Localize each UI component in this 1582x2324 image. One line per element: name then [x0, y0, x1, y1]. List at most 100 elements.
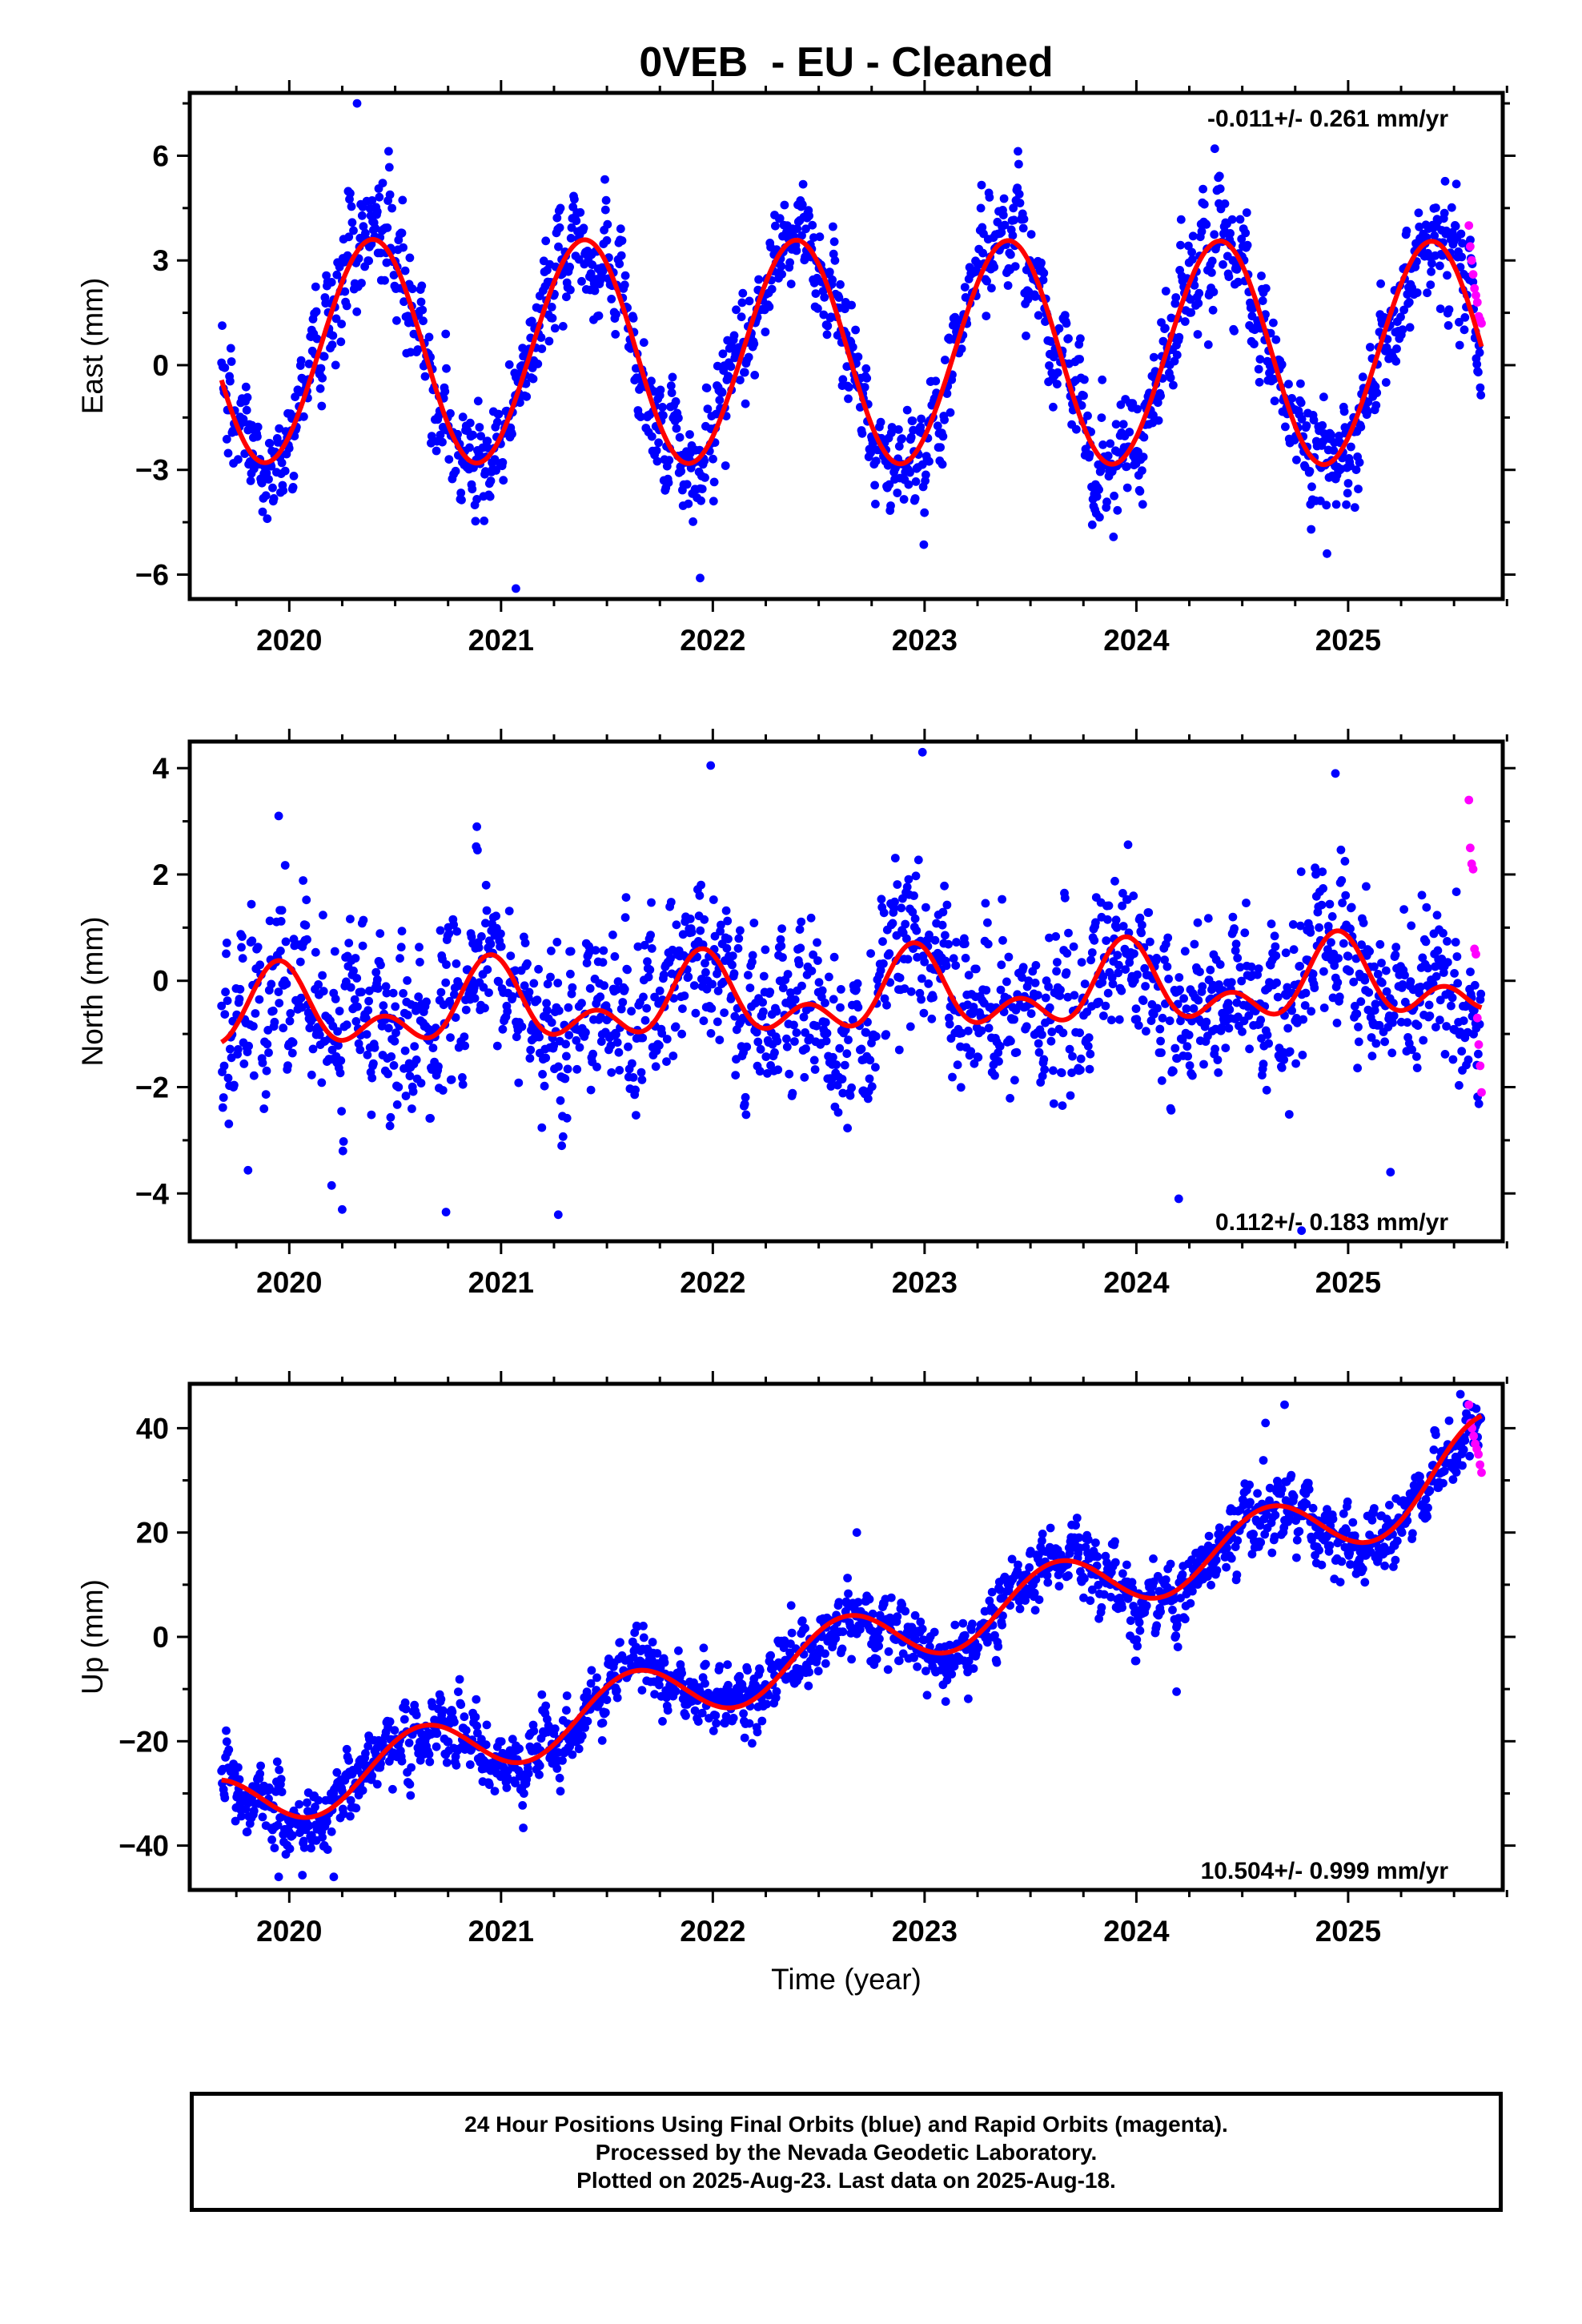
east-final-point [905, 468, 914, 477]
east-final-point [1174, 332, 1184, 342]
north-final-point [799, 1012, 809, 1022]
east-final-point [1169, 380, 1178, 390]
north-final-point [335, 1068, 345, 1078]
east-final-point [1030, 292, 1040, 301]
east-final-point [522, 392, 532, 401]
north-final-point [244, 1041, 253, 1051]
north-final-point [367, 1073, 377, 1083]
east-final-point [384, 147, 393, 156]
up-final-point [332, 1767, 342, 1777]
north-final-point [1063, 992, 1073, 1002]
north-final-point [1279, 1055, 1289, 1064]
north-final-point [1431, 971, 1441, 981]
north-final-point [650, 992, 659, 1002]
east-final-point [870, 480, 879, 490]
east-final-point [1269, 375, 1279, 384]
east-final-point [1008, 231, 1018, 240]
east-final-point [659, 411, 668, 420]
north-final-point [1123, 840, 1133, 850]
east-final-point [1402, 226, 1411, 235]
north-final-point [964, 1026, 973, 1035]
north-final-point [442, 960, 451, 969]
north-final-point [1206, 965, 1215, 975]
north-final-point [1386, 1168, 1395, 1177]
north-final-point [930, 935, 940, 945]
east-final-point [1363, 407, 1372, 416]
north-rapid-point [1468, 864, 1478, 874]
east-final-point [767, 284, 777, 294]
north-final-point [890, 854, 900, 862]
north-final-point [477, 932, 486, 941]
east-final-point [405, 253, 415, 263]
north-final-point [1114, 1015, 1124, 1024]
east-final-point [558, 322, 568, 331]
east-final-point [885, 480, 894, 489]
east-final-point [1220, 199, 1230, 208]
east-final-point [709, 454, 717, 464]
up-final-point [1038, 1536, 1046, 1546]
north-final-point [1334, 954, 1343, 963]
up-final-point [987, 1587, 997, 1597]
up-final-point [930, 1627, 939, 1637]
east-final-point [1009, 203, 1018, 213]
up-final-point [556, 1787, 565, 1796]
north-final-point [901, 919, 910, 929]
north-final-point [288, 1038, 298, 1047]
east-final-point [263, 514, 272, 524]
up-final-point [757, 1716, 767, 1726]
east-final-point [1230, 326, 1239, 336]
north-final-point [567, 989, 576, 999]
east-final-point [269, 494, 279, 503]
north-final-point [1382, 987, 1391, 996]
north-final-point [1225, 1005, 1235, 1015]
up-final-point [655, 1680, 664, 1690]
east-final-point [737, 312, 746, 322]
up-final-point [1014, 1560, 1022, 1570]
north-final-point [966, 1047, 976, 1056]
east-final-point [476, 432, 485, 440]
north-final-point [1026, 1009, 1036, 1019]
north-final-point [672, 920, 681, 930]
east-final-point [1307, 525, 1316, 534]
north-final-point [691, 1008, 701, 1018]
up-final-point [886, 1593, 896, 1602]
north-final-point [695, 891, 705, 900]
up-final-point [660, 1658, 669, 1667]
north-final-point [512, 1032, 521, 1042]
east-final-point [1153, 398, 1162, 408]
east-final-point [1358, 372, 1367, 382]
north-final-point [909, 891, 918, 900]
east-final-point [1215, 171, 1224, 181]
north-final-point [644, 972, 653, 982]
east-y-tick-label: 0 [152, 349, 169, 382]
east-final-point [1087, 520, 1097, 529]
north-final-point [494, 977, 504, 987]
east-final-point [1443, 321, 1453, 330]
north-final-point [731, 1071, 741, 1080]
east-final-point [383, 223, 392, 232]
up-final-point [249, 1806, 259, 1815]
north-final-point [1012, 1047, 1022, 1057]
north-final-point [1113, 951, 1122, 960]
north-final-point [1052, 967, 1061, 976]
north-final-point [1158, 1013, 1167, 1023]
up-final-point [740, 1733, 749, 1743]
up-final-point [524, 1769, 533, 1779]
east-final-point [1210, 144, 1219, 154]
up-final-point [273, 1820, 283, 1830]
north-final-point [1174, 973, 1184, 982]
up-final-point [452, 1760, 461, 1770]
up-final-point [397, 1756, 407, 1766]
north-final-point [1199, 1059, 1208, 1069]
east-final-point [1281, 422, 1290, 432]
north-final-point [450, 990, 459, 999]
north-final-point [1452, 952, 1462, 961]
east-final-point [797, 200, 807, 209]
north-final-point [773, 1036, 782, 1046]
north-final-point [1080, 979, 1090, 988]
east-final-point [1456, 229, 1466, 239]
north-final-point [339, 1137, 348, 1146]
east-final-point [304, 360, 314, 368]
up-final-point [941, 1697, 950, 1707]
north-final-point [353, 1002, 362, 1011]
